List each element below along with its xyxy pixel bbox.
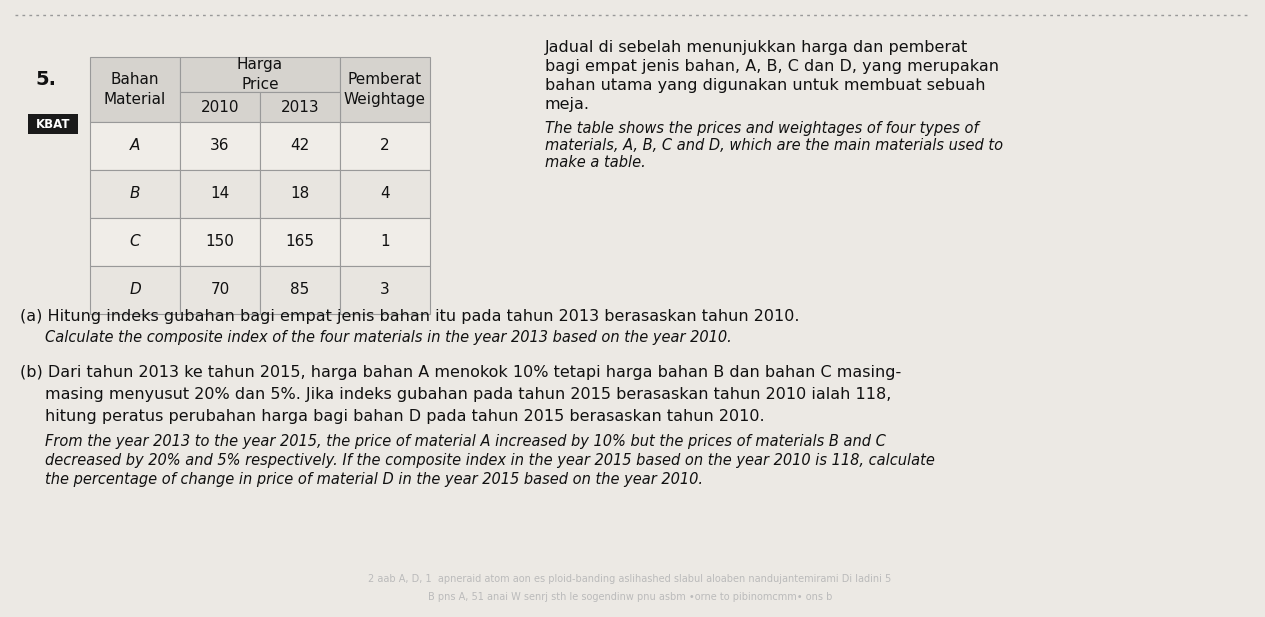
Text: 4: 4 [381,186,390,202]
Bar [180,170,261,218]
Bar [340,218,430,266]
Text: hitung peratus perubahan harga bagi bahan D pada tahun 2015 berasaskan tahun 201: hitung peratus perubahan harga bagi baha… [46,409,764,424]
Bar [90,122,180,170]
Text: (a) Hitung indeks gubahan bagi empat jenis bahan itu pada tahun 2013 berasaskan : (a) Hitung indeks gubahan bagi empat jen… [20,309,799,324]
Text: Jadual di sebelah menunjukkan harga dan pemberat: Jadual di sebelah menunjukkan harga dan … [545,40,968,55]
Text: 42: 42 [291,138,310,154]
Text: 3: 3 [380,283,390,297]
Text: Harga
Price: Harga Price [237,57,283,92]
Text: 150: 150 [205,234,234,249]
Text: the percentage of change in price of material D in the year 2015 based on the ye: the percentage of change in price of mat… [46,472,703,487]
Bar [180,122,261,170]
Text: 2010: 2010 [201,99,239,115]
Text: The table shows the prices and weightages of four types of: The table shows the prices and weightage… [545,121,979,136]
Bar [180,92,261,122]
Text: bahan utama yang digunakan untuk membuat sebuah: bahan utama yang digunakan untuk membuat… [545,78,985,93]
Bar [340,170,430,218]
Text: 85: 85 [291,283,310,297]
Text: bagi empat jenis bahan, A, B, C dan D, yang merupakan: bagi empat jenis bahan, A, B, C dan D, y… [545,59,999,74]
Text: meja.: meja. [545,97,589,112]
Text: Calculate the composite index of the four materials in the year 2013 based on th: Calculate the composite index of the fou… [46,330,731,345]
Bar [340,122,430,170]
Text: B: B [130,186,140,202]
Text: 70: 70 [210,283,230,297]
Text: masing menyusut 20% dan 5%. Jika indeks gubahan pada tahun 2015 berasaskan tahun: masing menyusut 20% dan 5%. Jika indeks … [46,387,892,402]
Text: C: C [130,234,140,249]
Text: Pemberat
Weightage: Pemberat Weightage [344,72,426,107]
Text: 18: 18 [291,186,310,202]
Bar [180,218,261,266]
Text: materials, A, B, C and D, which are the main materials used to: materials, A, B, C and D, which are the … [545,138,1003,153]
Bar [340,57,430,122]
Text: make a table.: make a table. [545,155,645,170]
Text: 2 aab A, D, 1  apneraid atom aon es ploid-banding aslihashed slabul aloaben nand: 2 aab A, D, 1 apneraid atom aon es ploid… [368,574,892,584]
Text: 36: 36 [210,138,230,154]
Text: decreased by 20% and 5% respectively. If the composite index in the year 2015 ba: decreased by 20% and 5% respectively. If… [46,453,935,468]
Bar [90,266,180,314]
Bar [261,122,340,170]
Bar [261,170,340,218]
Bar [261,92,340,122]
Text: B pns A, 51 anai W senrj sth le sogendinw pnu asbm •orne to pibinomcmm• ons b: B pns A, 51 anai W senrj sth le sogendin… [428,592,832,602]
Text: 2013: 2013 [281,99,319,115]
Bar [90,218,180,266]
Bar [28,114,78,134]
Text: D: D [129,283,140,297]
Bar [261,266,340,314]
Text: A: A [130,138,140,154]
Text: 5.: 5. [35,70,56,89]
Text: (b) Dari tahun 2013 ke tahun 2015, harga bahan A menokok 10% tetapi harga bahan : (b) Dari tahun 2013 ke tahun 2015, harga… [20,365,901,380]
Bar [180,266,261,314]
Bar [90,170,180,218]
Bar [90,57,180,122]
Bar [180,57,340,92]
Text: KBAT: KBAT [35,117,71,131]
Text: 165: 165 [286,234,315,249]
Text: 1: 1 [381,234,390,249]
Text: From the year 2013 to the year 2015, the price of material A increased by 10% bu: From the year 2013 to the year 2015, the… [46,434,885,449]
Bar [340,266,430,314]
Text: 2: 2 [381,138,390,154]
Text: 14: 14 [210,186,230,202]
Bar [261,218,340,266]
Text: Bahan
Material: Bahan Material [104,72,166,107]
